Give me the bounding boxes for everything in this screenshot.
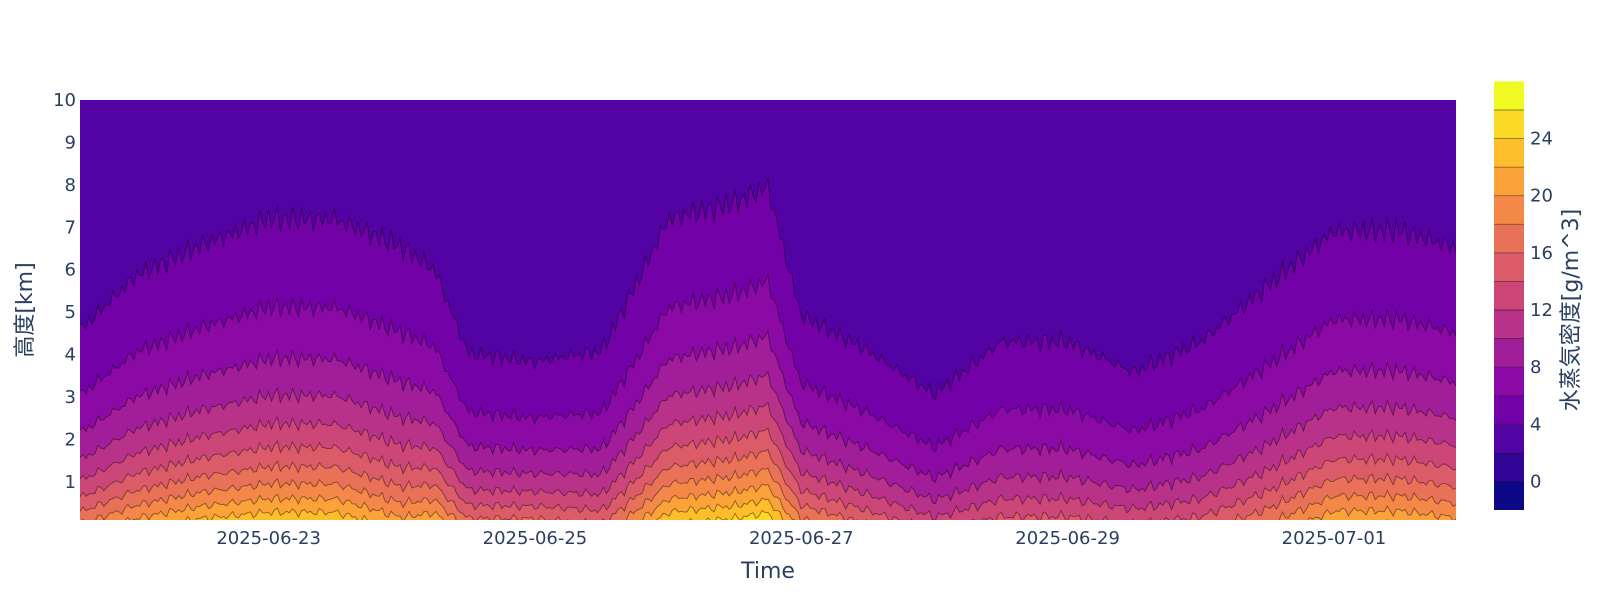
contour-bands bbox=[80, 100, 1456, 520]
colorbar-segment bbox=[1494, 395, 1524, 425]
y-tick-label: 9 bbox=[65, 132, 76, 153]
y-tick-label: 7 bbox=[65, 217, 76, 238]
y-tick-label: 6 bbox=[65, 260, 76, 281]
contour-line-12 bbox=[80, 427, 1456, 520]
colorbar-segment bbox=[1494, 424, 1524, 453]
y-axis-title: 高度[km] bbox=[13, 262, 38, 357]
colorbar-ticks: 0 4 8 12 16 20 24 bbox=[1530, 129, 1553, 493]
colorbar-title: 水蒸気密度[g/m^3] bbox=[1559, 209, 1584, 411]
contour-lines bbox=[80, 178, 1456, 520]
y-tick-label: 10 bbox=[53, 90, 76, 111]
contour-line-16 bbox=[82, 467, 1456, 520]
colorbar-segment bbox=[1494, 195, 1524, 225]
y-axis-ticks: 1 2 3 4 5 6 7 8 9 10 bbox=[53, 90, 76, 493]
contour-band-20 bbox=[185, 498, 1388, 520]
x-tick-label: 2025-07-01 bbox=[1282, 528, 1387, 549]
contour-line-18 bbox=[124, 483, 1456, 520]
colorbar-segment bbox=[1494, 252, 1524, 282]
contour-line-20 bbox=[185, 497, 1388, 520]
contour-line-4 bbox=[80, 273, 1456, 453]
y-tick-label: 5 bbox=[65, 302, 76, 323]
colorbar-tick-label: 24 bbox=[1530, 129, 1553, 150]
contour-line-6 bbox=[80, 330, 1456, 483]
colorbar-tick-label: 8 bbox=[1530, 357, 1541, 378]
colorbar-segment bbox=[1494, 367, 1524, 396]
y-tick-label: 8 bbox=[65, 175, 76, 196]
colorbar-segment bbox=[1494, 110, 1524, 139]
x-tick-label: 2025-06-23 bbox=[216, 528, 321, 549]
colorbar-segment bbox=[1494, 81, 1524, 110]
x-axis-ticks: 2025-06-23 2025-06-25 2025-06-27 2025-06-29… bbox=[216, 528, 1386, 549]
contour-band-22 bbox=[689, 510, 773, 520]
colorbar-segment bbox=[1494, 452, 1524, 482]
contour-line-2 bbox=[80, 178, 1456, 402]
colorbar-segment bbox=[1494, 138, 1524, 168]
colorbar-segment bbox=[1494, 338, 1524, 368]
colorbar-segment bbox=[1494, 310, 1524, 339]
contour-line-10 bbox=[80, 401, 1456, 520]
y-tick-label: 2 bbox=[65, 429, 76, 450]
contour-line-22 bbox=[277, 509, 774, 520]
colorbar bbox=[1494, 81, 1524, 510]
contour-line-14 bbox=[80, 448, 1456, 520]
x-tick-label: 2025-06-25 bbox=[483, 528, 588, 549]
colorbar-segment bbox=[1494, 281, 1524, 310]
x-axis-title: Time bbox=[740, 559, 795, 584]
colorbar-tick-label: 4 bbox=[1530, 414, 1541, 435]
colorbar-segment bbox=[1494, 167, 1524, 196]
x-tick-label: 2025-06-29 bbox=[1015, 528, 1120, 549]
colorbar-tick-label: 16 bbox=[1530, 243, 1553, 264]
x-tick-label: 2025-06-27 bbox=[749, 528, 854, 549]
colorbar-segment bbox=[1494, 224, 1524, 253]
colorbar-tick-label: 12 bbox=[1530, 300, 1553, 321]
y-tick-label: 4 bbox=[65, 345, 76, 366]
y-tick-label: 1 bbox=[65, 472, 76, 493]
colorbar-segment bbox=[1494, 481, 1524, 510]
contour-line-8 bbox=[80, 370, 1456, 505]
colorbar-tick-label: 20 bbox=[1530, 186, 1553, 207]
y-tick-label: 3 bbox=[65, 387, 76, 408]
colorbar-tick-label: 0 bbox=[1530, 471, 1541, 492]
